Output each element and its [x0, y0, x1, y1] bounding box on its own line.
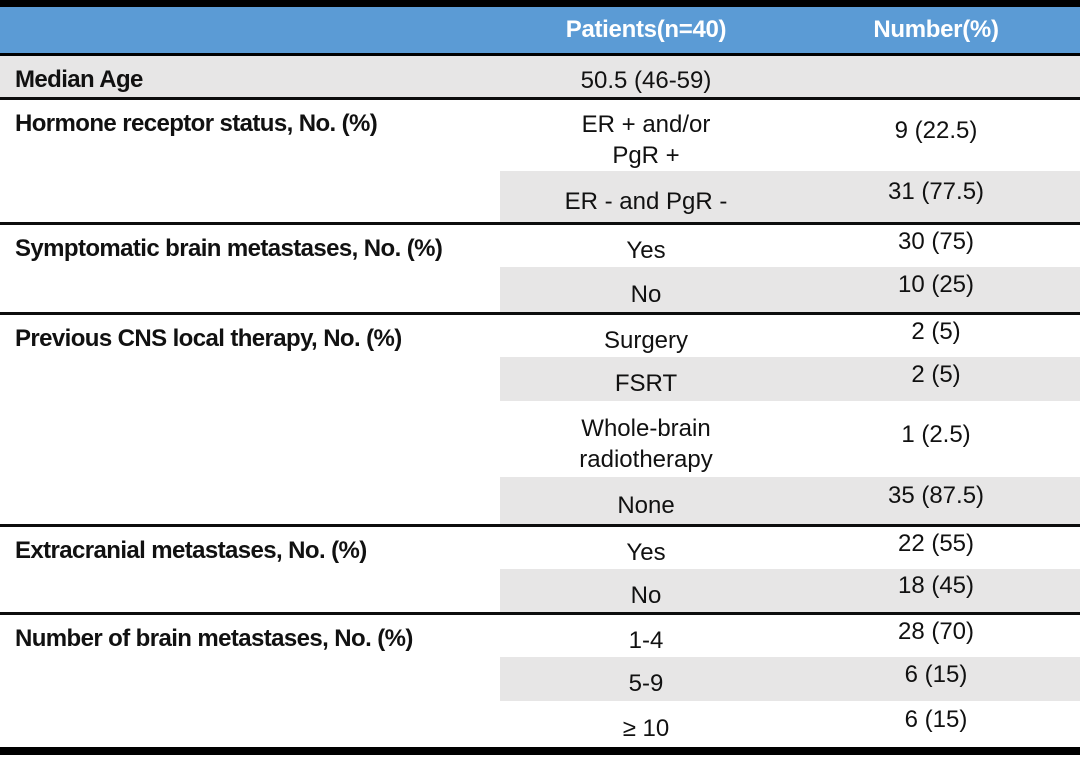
table-row: Hormone receptor status, No. (%) ER + an…: [0, 97, 1080, 224]
value-cell: 9 (22.5): [792, 97, 1080, 172]
value-cell: 31 (77.5): [792, 171, 1080, 224]
table-row: No 18 (45): [0, 569, 1080, 614]
row-label-number-of-brain-metastases: Number of brain metastases, No. (%): [0, 611, 500, 756]
value-cell: 6 (15): [792, 701, 1080, 756]
value-cell: 1 (2.5): [901, 420, 971, 448]
table-row: ER - and PgR - 31 (77.5): [0, 171, 1080, 224]
category-cell: Yes: [500, 523, 792, 570]
patient-characteristics-table: Patients(n=40) Number(%) Median Age 50.5…: [0, 0, 1080, 756]
category-cell: No: [500, 267, 792, 314]
table-row: Whole-brain radiotherapy 1 (2.5): [0, 401, 1080, 477]
row-label-extracranial-metastases: Extracranial metastases, No. (%): [0, 523, 500, 614]
category-cell: No: [500, 569, 792, 614]
value-cell: 28 (70): [792, 611, 1080, 658]
category-cell: ER + and/or PgR +: [500, 97, 792, 172]
value-cell: [792, 54, 1080, 99]
value-cell: 10 (25): [792, 267, 1080, 314]
table-row: Symptomatic brain metastases, No. (%) Ye…: [0, 221, 1080, 314]
table-row: Number of brain metastases, No. (%) 1-4 …: [0, 611, 1080, 756]
category-cell: Surgery: [500, 311, 792, 358]
value-cell: 22 (55): [792, 523, 1080, 570]
row-label-previous-cns-local-therapy: Previous CNS local therapy, No. (%): [0, 311, 500, 526]
value-cell: 35 (87.5): [792, 477, 1080, 526]
category-cell: Yes: [500, 221, 792, 268]
table-row: None 35 (87.5): [0, 477, 1080, 526]
value-cell: 2 (5): [792, 311, 1080, 358]
column-header-empty: [0, 0, 500, 56]
column-header-patients: Patients(n=40): [500, 0, 792, 56]
value-cell: 30 (75): [792, 221, 1080, 268]
category-cell: 5-9: [500, 657, 792, 702]
table-row: FSRT 2 (5): [0, 357, 1080, 402]
value-cell: 18 (45): [792, 569, 1080, 614]
header-row: Patients(n=40) Number(%): [0, 0, 1080, 56]
table-row: ≥ 10 6 (15): [0, 701, 1080, 756]
category-cell: FSRT: [500, 357, 792, 402]
column-header-number: Number(%): [792, 0, 1080, 56]
category-cell: ER - and PgR -: [500, 171, 792, 224]
table-row: No 10 (25): [0, 267, 1080, 314]
category-cell: Whole-brain radiotherapy: [579, 414, 713, 473]
table-row: Median Age 50.5 (46-59): [0, 54, 1080, 99]
row-label-symptomatic-brain-metastases: Symptomatic brain metastases, No. (%): [0, 221, 500, 314]
category-cell: ≥ 10: [500, 701, 792, 756]
value-cell: 6 (15): [792, 657, 1080, 702]
table-row: 5-9 6 (15): [0, 657, 1080, 702]
category-cell: 50.5 (46-59): [500, 54, 792, 99]
table-row: Previous CNS local therapy, No. (%) Surg…: [0, 311, 1080, 526]
table-row: Extracranial metastases, No. (%) Yes 22 …: [0, 523, 1080, 614]
category-cell: None: [500, 477, 792, 526]
row-label-median-age: Median Age: [0, 54, 500, 99]
value-cell: 2 (5): [792, 357, 1080, 402]
row-label-hormone-receptor-status: Hormone receptor status, No. (%): [0, 97, 500, 224]
category-cell: 1-4: [500, 611, 792, 658]
